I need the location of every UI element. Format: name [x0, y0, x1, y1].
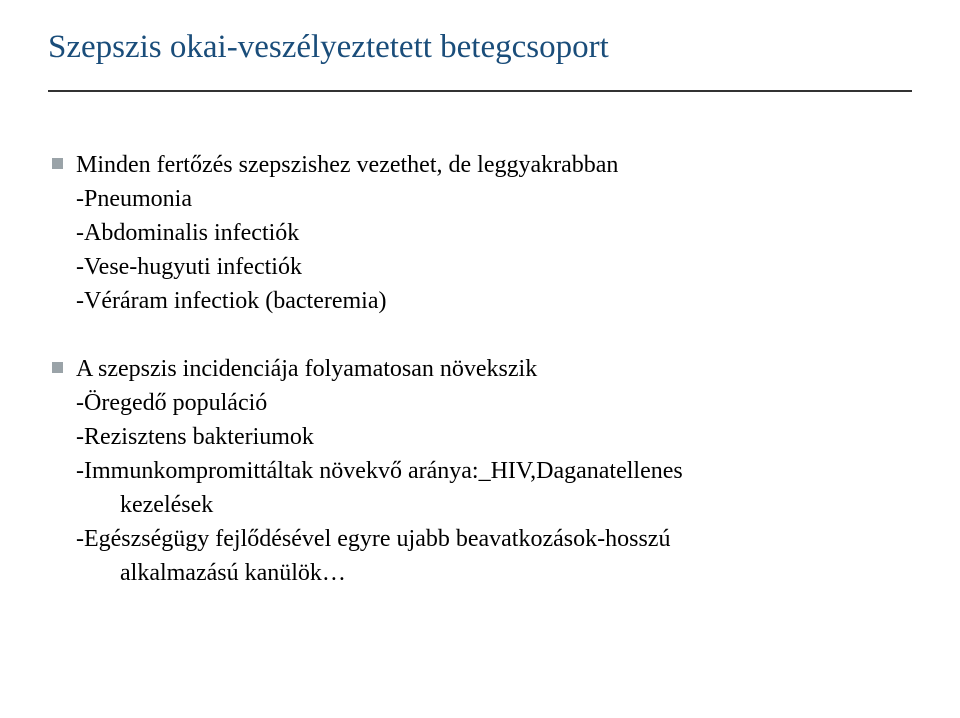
slide: Szepszis okai-veszélyeztetett betegcsopo…	[0, 0, 960, 718]
body-line: -Öregedő populáció	[76, 386, 912, 420]
title-rule	[48, 90, 912, 92]
bullet-block-2: A szepszis incidenciája folyamatosan növ…	[76, 352, 912, 591]
square-bullet-icon	[52, 158, 63, 169]
body-line: -Pneumonia	[76, 182, 912, 216]
slide-title: Szepszis okai-veszélyeztetett betegcsopo…	[48, 28, 912, 68]
body-line: -Immunkompromittáltak növekvő aránya:_HI…	[76, 454, 912, 488]
body-line-indented: kezelések	[76, 488, 912, 522]
body-line: -Rezisztens bakteriumok	[76, 420, 912, 454]
body-line: -Vese-hugyuti infectiók	[76, 250, 912, 284]
square-bullet-icon	[52, 362, 63, 373]
bullet-head: Minden fertőzés szepszishez vezethet, de…	[76, 148, 912, 182]
body-line: -Véráram infectiok (bacteremia)	[76, 284, 912, 318]
bullet-head: A szepszis incidenciája folyamatosan növ…	[76, 352, 912, 386]
body-line: -Egészségügy fejlődésével egyre ujabb be…	[76, 522, 912, 556]
slide-body: Minden fertőzés szepszishez vezethet, de…	[48, 148, 912, 591]
bullet-block-1: Minden fertőzés szepszishez vezethet, de…	[76, 148, 912, 318]
body-line: -Abdominalis infectiók	[76, 216, 912, 250]
body-line-indented: alkalmazású kanülök…	[76, 556, 912, 590]
